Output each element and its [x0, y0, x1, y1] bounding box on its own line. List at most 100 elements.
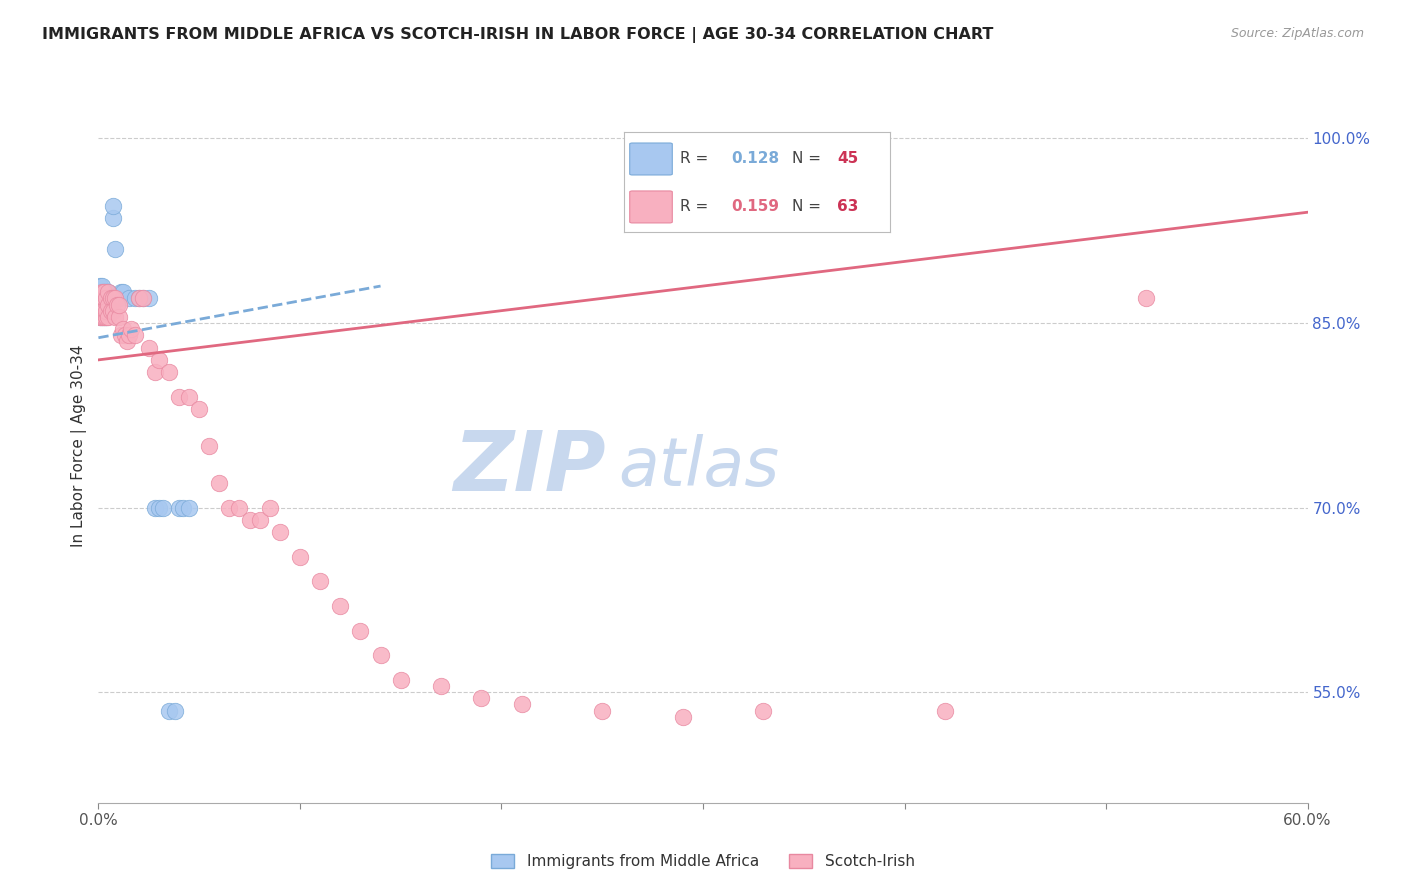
Text: 63: 63 [837, 200, 859, 214]
Point [89, 285, 111, 300]
Point [91, 279, 114, 293]
Point [132, 291, 155, 305]
Point [288, 549, 311, 564]
Point [148, 352, 170, 367]
Point [329, 599, 352, 613]
Point [89, 310, 111, 324]
Point [157, 365, 180, 379]
Point [389, 673, 412, 687]
Point [96, 291, 118, 305]
Point [138, 341, 160, 355]
Point [96, 285, 118, 300]
Point [208, 475, 231, 490]
Point [124, 328, 146, 343]
Point [103, 291, 125, 305]
Point [93, 285, 115, 300]
Point [91, 310, 114, 324]
Point [91, 297, 114, 311]
Point [120, 322, 142, 336]
Point [97, 310, 120, 324]
Point [91, 285, 114, 300]
Point [89, 279, 111, 293]
Point [157, 704, 180, 718]
Text: N =: N = [792, 152, 821, 167]
Point [114, 328, 136, 343]
Text: 45: 45 [837, 152, 859, 167]
Point [118, 328, 141, 343]
Point [107, 297, 129, 311]
Point [107, 291, 129, 305]
Point [97, 285, 120, 300]
Point [591, 704, 613, 718]
Point [97, 303, 120, 318]
Point [100, 291, 122, 305]
Point [93, 310, 115, 324]
Point [132, 291, 155, 305]
Point [228, 500, 250, 515]
Point [93, 297, 115, 311]
Point [179, 500, 201, 515]
Point [93, 303, 115, 318]
Point [672, 709, 695, 723]
Point [198, 439, 221, 453]
Point [179, 390, 201, 404]
Point [89, 310, 111, 324]
Point [91, 285, 114, 300]
Point [100, 303, 122, 318]
Point [97, 285, 120, 300]
FancyBboxPatch shape [630, 143, 672, 175]
Point [89, 303, 111, 318]
Point [188, 402, 211, 417]
Text: N =: N = [792, 200, 821, 214]
Point [249, 513, 271, 527]
Point [96, 297, 118, 311]
Point [115, 334, 138, 349]
Text: atlas: atlas [619, 434, 779, 500]
Point [430, 679, 453, 693]
Point [148, 500, 170, 515]
FancyBboxPatch shape [630, 191, 672, 223]
Point [309, 574, 332, 589]
Text: ZIP: ZIP [454, 427, 606, 508]
Point [128, 291, 150, 305]
Point [93, 310, 115, 324]
Point [103, 242, 125, 256]
Point [103, 310, 125, 324]
Point [107, 310, 129, 324]
Point [91, 310, 114, 324]
Point [128, 291, 150, 305]
Point [101, 199, 124, 213]
Point [510, 698, 533, 712]
Point [101, 211, 124, 226]
Point [167, 390, 190, 404]
Point [470, 691, 492, 706]
Point [97, 291, 120, 305]
Text: R =: R = [681, 152, 709, 167]
Point [93, 291, 115, 305]
Point [89, 291, 111, 305]
Point [239, 513, 262, 527]
Point [124, 291, 146, 305]
Point [111, 322, 134, 336]
Point [370, 648, 392, 662]
Point [752, 704, 775, 718]
Point [218, 500, 240, 515]
Point [110, 285, 132, 300]
Point [138, 291, 160, 305]
Point [105, 297, 128, 311]
Point [91, 303, 114, 318]
Text: 0.128: 0.128 [731, 152, 779, 167]
Legend: Immigrants from Middle Africa, Scotch-Irish: Immigrants from Middle Africa, Scotch-Ir… [485, 848, 921, 875]
Point [111, 285, 134, 300]
Point [110, 328, 132, 343]
Point [96, 291, 118, 305]
Point [96, 310, 118, 324]
Point [96, 303, 118, 318]
Point [934, 704, 956, 718]
Point [93, 285, 115, 300]
Text: 0.159: 0.159 [731, 200, 779, 214]
Point [143, 365, 166, 379]
Text: Source: ZipAtlas.com: Source: ZipAtlas.com [1230, 27, 1364, 40]
Point [349, 624, 371, 638]
Point [259, 500, 281, 515]
